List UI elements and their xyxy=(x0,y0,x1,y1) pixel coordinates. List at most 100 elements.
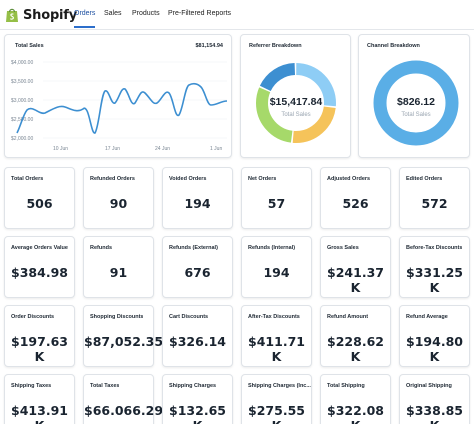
metric-label: Voided Orders xyxy=(169,176,207,182)
metric-value: 90 xyxy=(109,196,128,211)
referrer-donut-chart: $15,417.84 Total Sales xyxy=(256,63,336,143)
y-tick: $2,000.00 xyxy=(11,136,33,142)
metric-value: 676 xyxy=(184,265,211,280)
metric-card[interactable]: Before-Tax Discounts $331.25 K xyxy=(399,236,470,298)
metric-value: 194 xyxy=(263,265,290,280)
y-tick: $3,500.00 xyxy=(11,79,33,85)
metric-value: $241.37 K xyxy=(327,265,384,295)
metric-card[interactable]: Edited Orders 572 xyxy=(399,167,470,229)
metric-card[interactable]: Shipping Charges (Inc... $275.55 K xyxy=(241,374,312,424)
referrer-segment[interactable] xyxy=(256,63,336,143)
metric-card[interactable]: Refunds (Internal) 194 xyxy=(241,236,312,298)
y-tick: $3,000.00 xyxy=(11,98,33,104)
metric-value: 572 xyxy=(421,196,448,211)
metric-label: Refund Amount xyxy=(327,314,369,320)
metric-label: After-Tax Discounts xyxy=(248,314,300,320)
metric-card[interactable]: Shipping Charges $132.65 K xyxy=(162,374,233,424)
x-tick: 10 Jun xyxy=(53,146,68,152)
metric-label: Refunded Orders xyxy=(90,176,135,182)
tab-orders[interactable]: Orders xyxy=(74,10,96,28)
metric-label: Cart Discounts xyxy=(169,314,209,320)
metric-value: 91 xyxy=(109,265,128,280)
metric-card[interactable]: Refunds (External) 676 xyxy=(162,236,233,298)
referrer-amount: $15,417.84 xyxy=(270,96,323,108)
metric-value: $228.62 K xyxy=(327,334,384,364)
tab-sales[interactable]: Sales xyxy=(104,10,122,17)
metric-card[interactable]: After-Tax Discounts $411.71 K xyxy=(241,305,312,367)
metric-label: Order Discounts xyxy=(11,314,55,320)
metric-card[interactable]: Total Orders 506 xyxy=(4,167,75,229)
metric-card[interactable]: Refunded Orders 90 xyxy=(83,167,154,229)
metric-label: Shipping Charges xyxy=(169,383,217,389)
total-sales-amount: $81,154.94 xyxy=(195,43,223,49)
x-tick: 17 Jun xyxy=(105,146,120,152)
channel-ring xyxy=(373,60,459,146)
channel-amount: $826.12 xyxy=(397,96,435,108)
metric-value: $66.066.29 xyxy=(84,403,164,418)
referrer-segment[interactable] xyxy=(256,63,336,143)
metric-label: Shipping Charges (Inc... xyxy=(248,383,311,389)
metric-label: Shopping Discounts xyxy=(90,314,144,320)
channel-donut-chart: $826.12 Total Sales xyxy=(373,60,459,146)
metric-value: $322.08 K xyxy=(327,403,384,424)
metric-card[interactable]: Original Shipping $338.85 K xyxy=(399,374,470,424)
sales-line xyxy=(16,82,228,134)
metric-label: Refunds xyxy=(90,245,112,251)
metric-card[interactable]: Order Discounts $197.63 K xyxy=(4,305,75,367)
total-sales-label: Total Sales xyxy=(15,43,44,49)
metric-value: 526 xyxy=(342,196,369,211)
x-tick: 24 Jun xyxy=(155,146,170,152)
metric-card[interactable]: Voided Orders 194 xyxy=(162,167,233,229)
metric-value: $411.71 K xyxy=(248,334,305,364)
referrer-segment[interactable] xyxy=(256,63,336,143)
tab-pre-filtered-reports[interactable]: Pre-Filtered Reports xyxy=(168,10,232,17)
metric-value: $413.91 K xyxy=(11,403,68,424)
metric-label: Gross Sales xyxy=(327,245,359,251)
metric-value: $331.25 K xyxy=(406,265,463,295)
top-nav: Shopify Orders Sales Products Pre-Filter… xyxy=(0,0,474,30)
shopify-logo[interactable]: Shopify xyxy=(5,5,77,25)
metric-value: $326.14 xyxy=(169,334,226,349)
metric-label: Total Shipping xyxy=(327,383,365,389)
metric-card[interactable]: Total Shipping $322.08 K xyxy=(320,374,391,424)
metric-card[interactable]: Refund Amount $228.62 K xyxy=(320,305,391,367)
total-sales-chart: $4,000.00 $3,500.00 $3,000.00 $2,500.00 … xyxy=(11,60,228,152)
metric-value: 57 xyxy=(267,196,286,211)
y-tick: $4,000.00 xyxy=(11,60,33,66)
metric-card[interactable]: Adjusted Orders 526 xyxy=(320,167,391,229)
metric-label: Refund Average xyxy=(406,314,448,320)
metric-card[interactable]: Total Taxes $66.066.29 xyxy=(83,374,164,424)
metric-value: $384.98 xyxy=(11,265,68,280)
shopping-bag-icon xyxy=(6,8,18,22)
referrer-sub: Total Sales xyxy=(281,112,310,118)
metric-value: $194.80 K xyxy=(406,334,463,364)
metric-label: Refunds (External) xyxy=(169,245,218,251)
referrer-breakdown-card[interactable]: Referrer Breakdown $15,417.84 Total Sale… xyxy=(240,34,351,158)
metric-label: Before-Tax Discounts xyxy=(406,245,463,251)
total-sales-card[interactable]: Total Sales $81,154.94 $4,000.00 $3,500.… xyxy=(4,34,232,158)
metric-card[interactable]: Cart Discounts $326.14 xyxy=(162,305,233,367)
metric-card[interactable]: Net Orders 57 xyxy=(241,167,312,229)
metric-card[interactable]: Gross Sales $241.37 K xyxy=(320,236,391,298)
channel-sub: Total Sales xyxy=(401,112,430,118)
x-tick: 1 Jun xyxy=(210,146,222,152)
app-name: Shopify xyxy=(23,7,78,23)
metric-card[interactable]: Refunds 91 xyxy=(83,236,154,298)
metric-value: $338.85 K xyxy=(406,403,463,424)
tab-products[interactable]: Products xyxy=(132,10,160,17)
metric-label: Total Taxes xyxy=(90,383,120,389)
metric-value: $197.63 K xyxy=(11,334,68,364)
metric-card[interactable]: Average Orders Value $384.98 xyxy=(4,236,75,298)
channel-breakdown-card[interactable]: Channel Breakdown $826.12 Total Sales xyxy=(358,34,470,158)
metric-label: Total Orders xyxy=(11,176,44,182)
metric-label: Refunds (Internal) xyxy=(248,245,296,251)
metric-label: Net Orders xyxy=(248,176,277,182)
metric-value: $275.55 K xyxy=(248,403,305,424)
metric-value: 506 xyxy=(26,196,53,211)
metric-label: Average Orders Value xyxy=(11,245,68,251)
metric-card[interactable]: Shopping Discounts $87,052.35 xyxy=(83,305,164,367)
metric-label: Shipping Taxes xyxy=(11,383,52,389)
metric-card[interactable]: Shipping Taxes $413.91 K xyxy=(4,374,75,424)
metric-card[interactable]: Refund Average $194.80 K xyxy=(399,305,470,367)
metric-value: $87,052.35 xyxy=(84,334,164,349)
